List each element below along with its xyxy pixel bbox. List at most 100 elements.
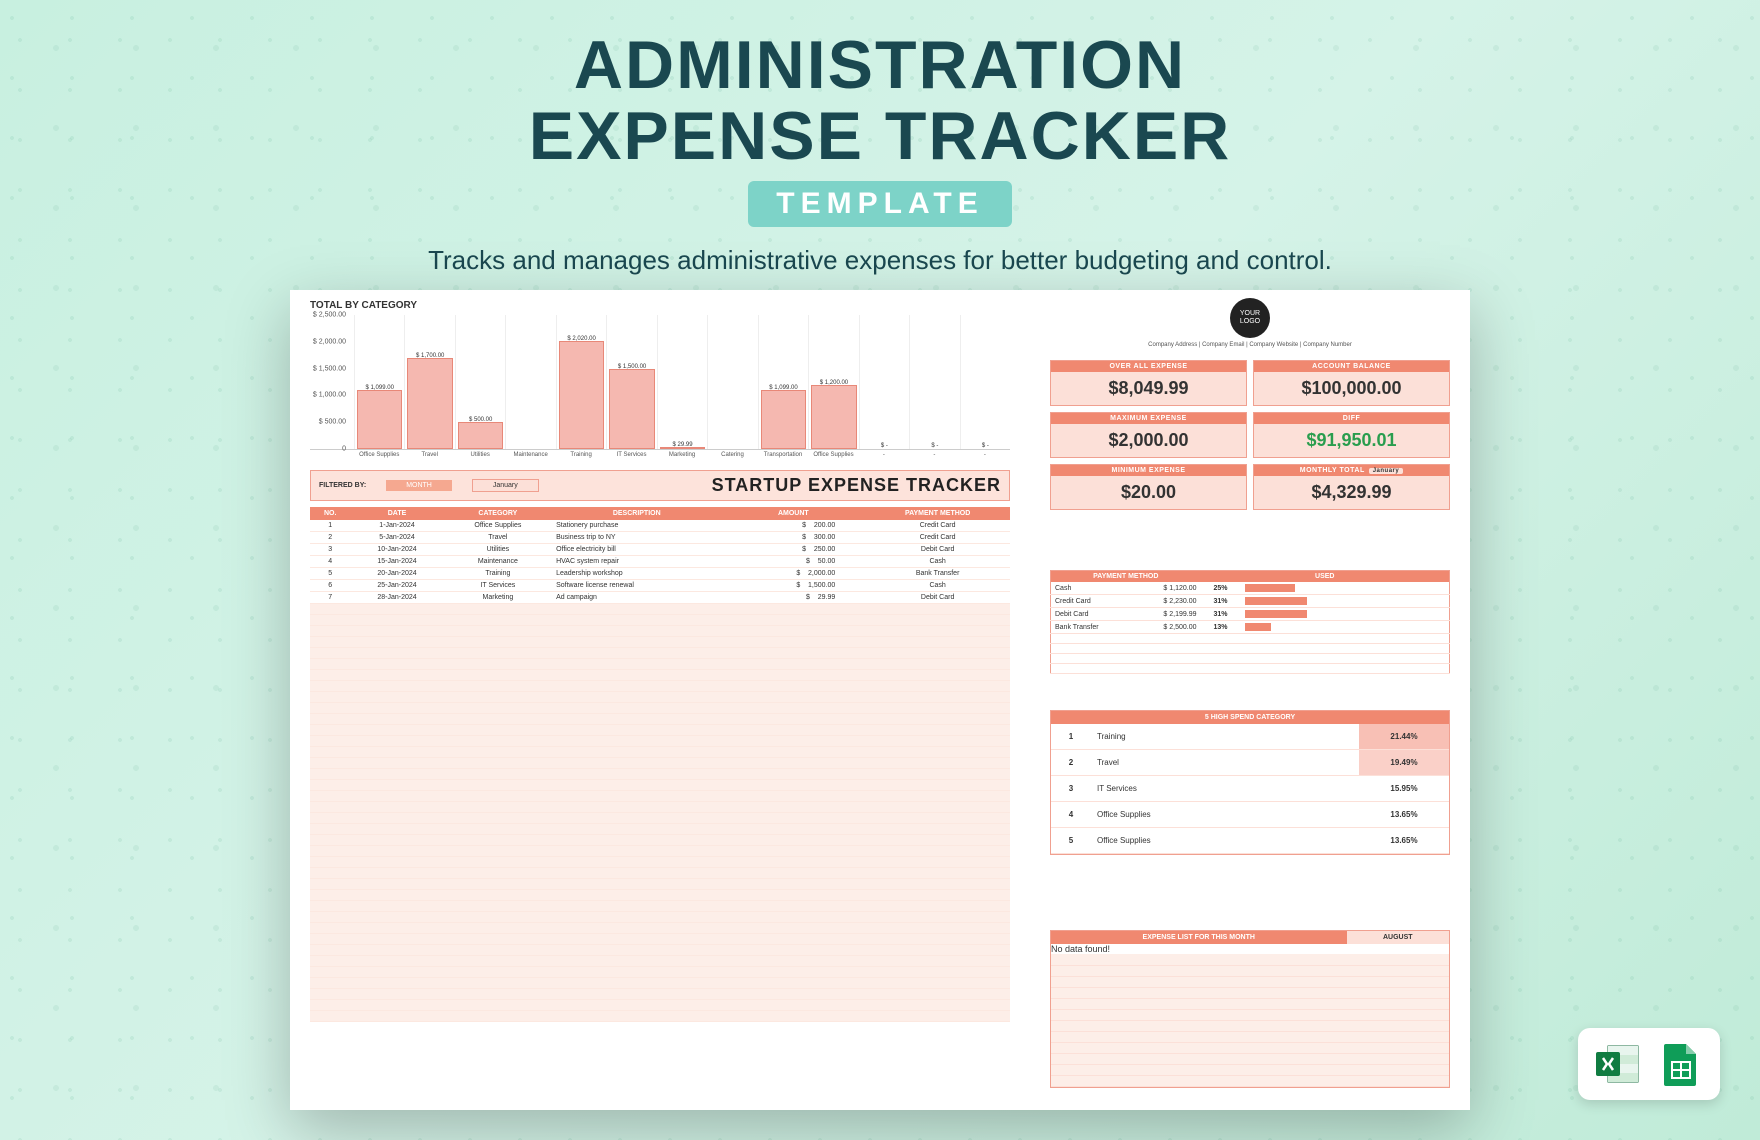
kpi-value: $8,049.99 [1051,372,1246,405]
kpi-value: $91,950.01 [1254,424,1449,457]
expense-list-month: AUGUST [1347,931,1450,944]
kpi-label: OVER ALL EXPENSE [1051,361,1246,372]
chart-yaxis: $ 2,500.00 $ 2,000.00 $ 1,500.00 $ 1,000.00… [310,315,350,449]
kpi-tile: MINIMUM EXPENSE$20.00 [1050,464,1247,510]
table-empty-row [310,604,1010,615]
table-empty-row [310,923,1010,934]
table-empty-row [310,802,1010,813]
kpi-label: MONTHLY TOTALJanuary [1254,465,1449,476]
table-row[interactable]: 415-Jan-2024MaintenanceHVAC system repai… [310,556,1010,568]
kpi-tag: January [1369,468,1404,474]
kpi-label: DIFF [1254,413,1449,424]
table-empty-row [310,692,1010,703]
main-title: STARTUP EXPENSE TRACKER [712,475,1001,496]
chart-bar: $ 29.99 [660,447,705,449]
filter-month-value[interactable]: January [472,479,539,492]
kpi-tile: MAXIMUM EXPENSE$2,000.00 [1050,412,1247,458]
table-empty-row [310,615,1010,626]
chart-xlabel: Maintenance [505,450,555,458]
kpi-label: MAXIMUM EXPENSE [1051,413,1246,424]
chart-ylabel: $ 500.00 [319,419,346,426]
kpi-tile: DIFF$91,950.01 [1253,412,1450,458]
chart-ylabel: $ 1,500.00 [313,365,346,372]
table-empty-row [310,912,1010,923]
chart-bar: $ 1,500.00 [609,369,654,449]
chart-slot: $ 1,500.00 [606,315,656,449]
chart-slot: $ - [859,315,909,449]
pm-empty-row [1051,654,1450,664]
table-header: NO. [310,507,350,520]
chart-bars: $ 1,099.00$ 1,700.00$ 500.00$ 2,020.00$ … [354,315,1010,449]
table-empty-row [310,945,1010,956]
chart-bar: $ 1,099.00 [357,390,402,449]
payment-method-panel: PAYMENT METHODUSED Cash$ 1,120.0025%Cred… [1050,570,1450,674]
table-empty-row [310,758,1010,769]
chart-bar: $ 500.00 [458,422,503,449]
table-empty-row [310,681,1010,692]
pm-row: Cash$ 1,120.0025% [1051,582,1450,595]
expense-list-empty-row [1051,1064,1449,1075]
chart-slot: $ 29.99 [657,315,707,449]
kpi-tile: ACCOUNT BALANCE$100,000.00 [1253,360,1450,406]
chart-slot: $ 1,700.00 [404,315,454,449]
chart-xlabel: Office Supplies [808,450,858,458]
chart-bar: $ 1,200.00 [811,385,856,449]
category-chart: TOTAL BY CATEGORY $ 2,500.00$ 2,000.00$ … [310,300,1010,460]
table-empty-row [310,857,1010,868]
table-row[interactable]: 25-Jan-2024TravelBusiness trip to NY$ 30… [310,532,1010,544]
hero-title-line2: EXPENSE TRACKER [0,101,1760,172]
table-header: DESCRIPTION [552,507,721,520]
expense-list-row: No data found! [1051,944,1449,954]
kpi-grid: OVER ALL EXPENSE$8,049.99ACCOUNT BALANCE… [1050,360,1450,510]
chart-slot [505,315,555,449]
table-empty-row [310,648,1010,659]
chart-slot: $ 1,099.00 [354,315,404,449]
chart-ylabel: 0 [342,446,346,453]
chart-xlabel: IT Services [606,450,656,458]
table-empty-row [310,890,1010,901]
table-row[interactable]: 310-Jan-2024UtilitiesOffice electricity … [310,544,1010,556]
table-empty-row [310,626,1010,637]
table-header: PAYMENT METHOD [865,507,1010,520]
chart-xlabel: Catering [707,450,757,458]
chart-bar-label: $ 1,200.00 [812,380,855,386]
table-empty-row [310,1011,1010,1022]
table-empty-row [310,989,1010,1000]
chart-bar: $ 1,700.00 [407,358,452,449]
high-spend-panel: 5 HIGH SPEND CATEGORY 1Training21.44%2Tr… [1050,710,1450,855]
table-empty-row [310,868,1010,879]
chart-ylabel: $ 1,000.00 [313,392,346,399]
kpi-value: $4,329.99 [1254,476,1449,509]
table-empty-row [310,967,1010,978]
table-empty-row [310,1000,1010,1011]
pm-empty-row [1051,664,1450,674]
filter-month-label[interactable]: MONTH [386,480,452,491]
chart-ylabel: $ 2,000.00 [313,338,346,345]
table-header: DATE [350,507,443,520]
hero: ADMINISTRATION EXPENSE TRACKER TEMPLATE … [0,0,1760,276]
chart-bar: $ 2,020.00 [559,341,604,449]
chart-bar-label: $ 1,500.00 [610,364,653,370]
expense-list-empty-row [1051,1053,1449,1064]
table-row[interactable]: 625-Jan-2024IT ServicesSoftware license … [310,580,1010,592]
expense-table: NO.DATECATEGORYDESCRIPTIONAMOUNTPAYMENT … [310,507,1010,1022]
expense-list-empty-row [1051,1009,1449,1020]
table-empty-row [310,879,1010,890]
table-empty-row [310,659,1010,670]
expense-list-empty-row [1051,1031,1449,1042]
table-row[interactable]: 728-Jan-2024MarketingAd campaign$ 29.99D… [310,592,1010,604]
chart-slot: $ 500.00 [455,315,505,449]
kpi-label: MINIMUM EXPENSE [1051,465,1246,476]
pm-body: Cash$ 1,120.0025%Credit Card$ 2,230.0031… [1051,582,1450,674]
expense-list-empty-row [1051,1042,1449,1053]
table-empty-row [310,846,1010,857]
chart-bar-label: $ 2,020.00 [560,336,603,342]
chart-ylabel: $ 2,500.00 [313,312,346,319]
high-spend-row: 4Office Supplies13.65% [1051,802,1449,828]
chart-bar: $ 1,099.00 [761,390,806,449]
chart-slot: $ - [960,315,1010,449]
chart-bar-label: $ 1,099.00 [358,385,401,391]
table-row[interactable]: 11-Jan-2024Office SuppliesStationery pur… [310,520,1010,532]
table-row[interactable]: 520-Jan-2024TrainingLeadership workshop$… [310,568,1010,580]
chart-bar-label: $ 29.99 [661,442,704,448]
